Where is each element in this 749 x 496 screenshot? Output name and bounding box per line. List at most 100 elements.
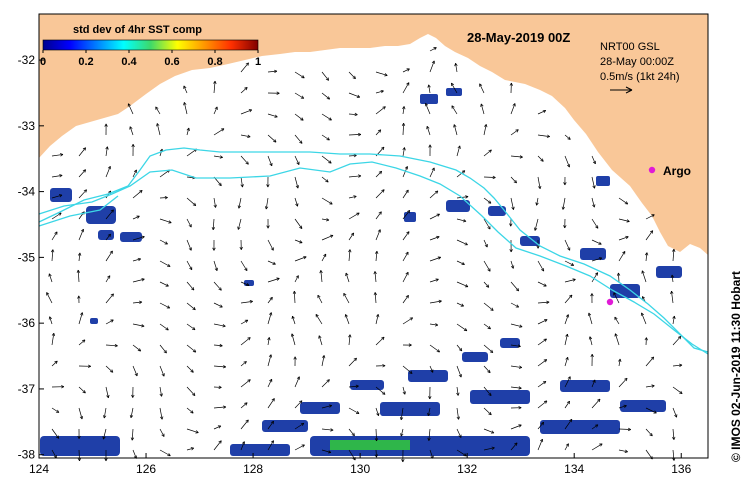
current-arrow (537, 301, 550, 304)
current-arrow-head (405, 189, 409, 194)
current-arrow (186, 302, 196, 311)
current-arrow (129, 126, 134, 136)
current-arrow-head (399, 416, 404, 421)
current-arrow (348, 134, 361, 136)
current-arrow-head (592, 204, 596, 208)
current-arrow-head (546, 300, 550, 304)
current-arrow (564, 443, 569, 451)
current-arrow (451, 82, 458, 94)
current-arrow-head (436, 213, 440, 217)
current-arrow (267, 337, 270, 346)
current-arrow-head (268, 354, 273, 358)
current-arrow (564, 279, 576, 283)
argo-marker-1[interactable] (648, 166, 656, 174)
legend-scale: 0.5m/s (1kt 24h) (600, 71, 679, 83)
current-arrow-head (409, 370, 413, 374)
current-arrow-head (295, 275, 299, 279)
current-arrow (510, 344, 521, 347)
current-arrow-head (60, 153, 64, 157)
current-arrow (400, 407, 404, 420)
current-arrow (348, 357, 357, 367)
current-arrow-head (674, 414, 678, 418)
current-arrow-head (458, 347, 463, 352)
current-arrow (510, 442, 518, 451)
current-arrow-head (538, 185, 542, 190)
current-arrow (591, 443, 603, 451)
current-arrow-head (350, 232, 355, 236)
current-arrow (294, 197, 298, 207)
current-arrow (564, 357, 569, 367)
colorbar-gradient (42, 39, 259, 51)
argo-marker-2[interactable] (606, 298, 614, 306)
current-arrow (348, 334, 351, 346)
current-arrow (348, 232, 355, 241)
current-arrow-head (461, 261, 465, 266)
current-arrow-head (267, 337, 271, 341)
current-arrow (240, 155, 249, 165)
current-arrow (51, 360, 58, 367)
current-arrow (51, 249, 54, 262)
current-arrow (51, 212, 62, 220)
current-arrow-head (542, 380, 547, 385)
current-arrow-head (191, 287, 195, 291)
current-arrow (240, 281, 250, 286)
current-arrow (591, 398, 601, 409)
current-arrow (375, 386, 386, 395)
current-arrow-head (567, 136, 571, 140)
current-arrow (375, 189, 385, 199)
track-line-2 (38, 161, 709, 355)
colorbar-tick-label: 0.8 (207, 56, 222, 68)
current-arrow (321, 405, 332, 409)
current-arrow (159, 323, 169, 331)
imos-credit: © IMOS 02-Jun-2019 11:30 Hobart (729, 271, 743, 462)
current-arrow (267, 297, 273, 304)
current-arrow (186, 323, 196, 331)
current-arrow-head (650, 356, 655, 360)
current-arrow-head (624, 201, 629, 205)
current-arrow (51, 333, 55, 346)
current-arrow-head (491, 446, 495, 450)
current-arrow-head (517, 344, 521, 348)
current-arrow (186, 127, 190, 136)
current-arrow-head (292, 290, 297, 294)
current-arrow (212, 218, 215, 230)
current-arrow-head (509, 249, 513, 253)
current-arrow (105, 209, 114, 220)
current-arrow (618, 358, 621, 367)
current-arrow (537, 381, 547, 388)
y-tick-label: -35 (18, 250, 36, 264)
current-arrow-head (106, 394, 110, 399)
current-arrow (267, 155, 273, 167)
current-arrow-head (348, 249, 352, 253)
current-arrow (618, 428, 631, 430)
current-arrow-head (599, 443, 603, 447)
current-arrow (240, 109, 252, 115)
current-arrow (613, 292, 620, 304)
current-arrow (456, 407, 459, 420)
current-arrow-head (518, 386, 522, 390)
current-arrow-head (110, 319, 114, 323)
current-arrow (591, 257, 603, 262)
current-arrow (483, 407, 492, 416)
current-arrow-head (291, 315, 295, 320)
current-arrow-head (223, 405, 227, 409)
current-arrow-head (438, 299, 442, 304)
current-arrow (159, 407, 163, 420)
current-arrow (132, 236, 145, 241)
current-arrow-head (565, 356, 569, 361)
current-arrow (641, 270, 647, 283)
current-arrow (564, 155, 570, 168)
current-arrow-head (431, 167, 435, 171)
current-arrow-head (463, 219, 467, 223)
current-arrow-head (598, 257, 603, 261)
current-arrow (510, 302, 519, 308)
current-arrow (267, 260, 276, 265)
current-arrow-head (190, 369, 194, 373)
current-arrow-head (594, 424, 599, 428)
current-arrow-head (488, 149, 492, 153)
current-arrow (618, 272, 620, 283)
current-arrow-head (489, 349, 494, 353)
current-arrow (510, 323, 523, 328)
current-arrow-head (649, 432, 653, 437)
current-arrow (483, 447, 495, 451)
